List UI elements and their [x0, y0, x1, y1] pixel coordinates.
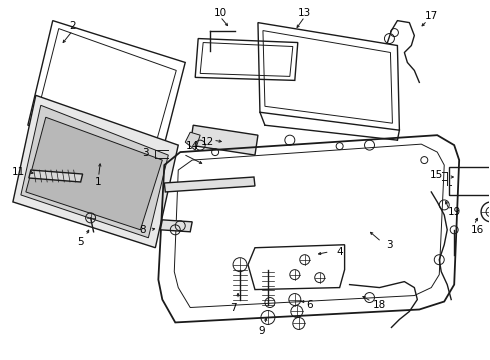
Bar [449, 167, 490, 195]
Text: 10: 10 [214, 8, 227, 18]
Text: 7: 7 [230, 302, 236, 312]
Polygon shape [190, 125, 258, 155]
Polygon shape [185, 132, 200, 150]
Text: 13: 13 [298, 8, 311, 18]
Polygon shape [26, 117, 162, 230]
Text: 1: 1 [95, 177, 102, 187]
Polygon shape [164, 177, 255, 192]
Polygon shape [21, 105, 168, 238]
Polygon shape [13, 95, 178, 248]
Polygon shape [160, 220, 192, 232]
Text: 3: 3 [386, 240, 393, 250]
Text: 5: 5 [77, 237, 84, 247]
Text: 14: 14 [186, 141, 199, 151]
Text: 17: 17 [425, 11, 438, 21]
Text: 3: 3 [142, 148, 148, 158]
Text: 19: 19 [447, 207, 461, 217]
Text: 9: 9 [259, 327, 265, 336]
Text: 18: 18 [373, 300, 386, 310]
Text: 15: 15 [430, 170, 443, 180]
Polygon shape [29, 170, 83, 182]
Text: 4: 4 [336, 247, 343, 257]
Text: 8: 8 [139, 225, 146, 235]
Text: 12: 12 [200, 137, 214, 147]
Text: 6: 6 [306, 300, 313, 310]
Text: 11: 11 [12, 167, 25, 177]
Text: 2: 2 [70, 21, 76, 31]
Text: 16: 16 [470, 225, 484, 235]
